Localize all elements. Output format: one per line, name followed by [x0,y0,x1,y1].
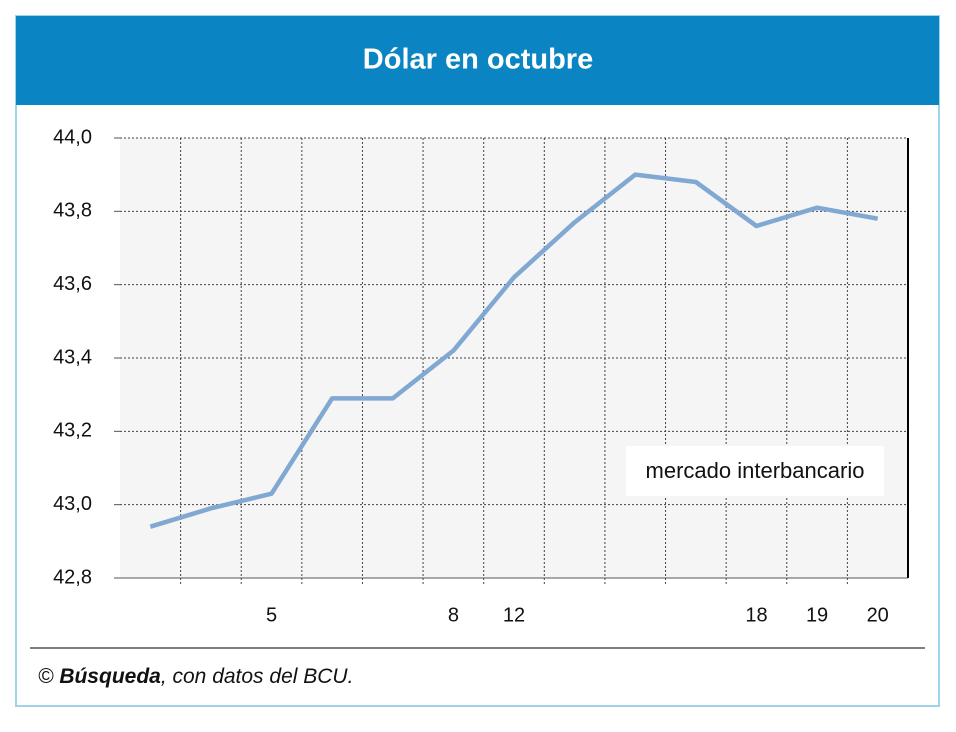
y-tick-label: 43,2 [53,420,92,442]
y-tick-label: 43,8 [53,200,92,222]
chart-title: Dólar en octubre [363,44,593,76]
x-tick-label: 5 [266,604,277,626]
y-tick-label: 43,4 [53,346,92,368]
x-tick-label: 19 [806,604,828,626]
y-tick-label: 42,8 [53,566,92,588]
x-tick-label: 12 [503,604,525,626]
x-tick-label: 18 [745,604,767,626]
source-prefix: © [38,665,59,688]
source-bold: Búsqueda [59,665,161,688]
x-tick-label: 8 [448,604,459,626]
header [16,16,939,105]
series-line [149,172,879,529]
annotation-box [626,446,884,496]
y-tick-label: 43,6 [53,273,92,295]
x-tick-label: 20 [867,604,889,626]
marks [149,172,879,529]
source-suffix: , con datos del BCU. [161,665,354,688]
y-tick-label: 43,0 [53,493,92,515]
y-tick-label: 44,0 [53,126,92,148]
grid [120,137,908,584]
source: © Búsqueda, con datos del BCU. [38,665,353,688]
series-label: mercado interbancario [646,458,865,483]
